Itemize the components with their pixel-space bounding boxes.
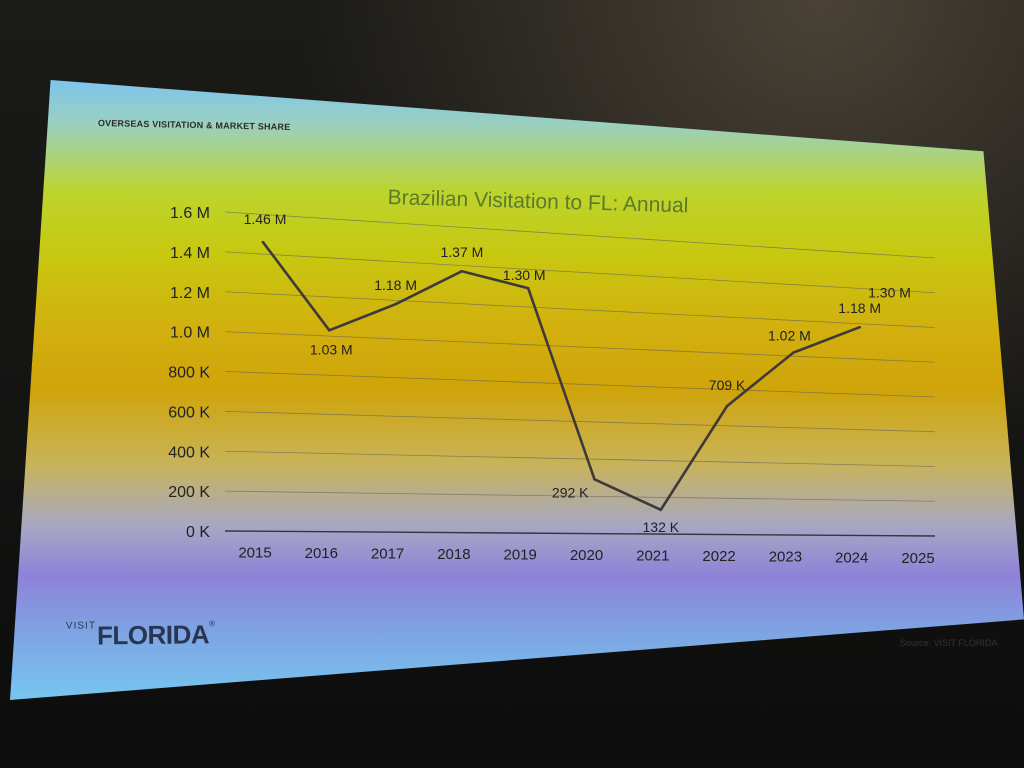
data-point xyxy=(792,351,795,354)
y-tick-label: 400 K xyxy=(168,444,210,461)
x-tick-label: 2015 xyxy=(238,544,271,561)
data-label: 1.18 M xyxy=(838,300,881,316)
y-tick-label: 200 K xyxy=(168,484,210,501)
x-axis-baseline xyxy=(224,530,936,537)
data-label: 132 K xyxy=(643,519,680,535)
source-note: Source: VISIT FLORIDA xyxy=(900,638,998,648)
data-label: 292 K xyxy=(552,484,589,500)
visit-florida-logo: VISITFLORIDA® xyxy=(66,619,215,652)
data-point xyxy=(261,240,265,244)
data-point xyxy=(394,302,397,306)
gridline xyxy=(224,410,936,433)
gridline xyxy=(224,291,936,328)
x-tick-label: 2023 xyxy=(769,549,802,566)
x-tick-label: 2019 xyxy=(504,546,537,563)
x-tick-label: 2022 xyxy=(702,548,735,565)
series-line xyxy=(261,240,861,512)
gridline xyxy=(224,251,936,294)
logo-visit-text: VISIT xyxy=(65,620,96,632)
y-tick-label: 0 K xyxy=(186,524,210,541)
logo-florida-text: FLORIDA xyxy=(96,619,210,651)
data-label: 1.18 M xyxy=(374,277,417,293)
x-tick-label: 2025 xyxy=(901,550,934,567)
y-tick-label: 1.2 M xyxy=(170,285,210,302)
x-tick-label: 2024 xyxy=(835,549,868,566)
data-labels: 1.46 M 1.03 M 1.18 M 1.37 M 1.30 M 292 K 132 K… xyxy=(244,211,911,535)
gridline xyxy=(224,450,936,467)
data-label: 1.03 M xyxy=(310,341,353,357)
projection-screen xyxy=(10,80,1024,700)
x-tick-label: 2021 xyxy=(636,548,669,565)
logo-registered-mark: ® xyxy=(208,619,215,629)
gridline xyxy=(224,211,936,259)
x-tick-label: 2018 xyxy=(437,546,470,563)
y-tick-label: 1.6 M xyxy=(170,205,210,222)
y-tick-label: 800 K xyxy=(168,365,210,382)
gridlines xyxy=(224,211,936,537)
data-point xyxy=(593,477,596,481)
data-point xyxy=(858,325,861,329)
gridline xyxy=(224,331,936,363)
data-label: 709 K xyxy=(709,377,746,393)
x-tick-label: 2017 xyxy=(371,545,404,562)
y-tick-label: 1.4 M xyxy=(170,245,210,262)
data-label: 1.30 M xyxy=(503,267,546,283)
data-point xyxy=(659,508,663,512)
gridline xyxy=(224,371,936,398)
data-point xyxy=(460,269,464,273)
data-label: 1.46 M xyxy=(244,211,287,227)
x-tick-label: 2016 xyxy=(305,545,338,562)
x-tick-label: 2020 xyxy=(570,547,603,564)
x-axis-ticks: 2015 2016 2017 2018 2019 2020 2021 2022 2023 2024… xyxy=(238,544,934,567)
y-axis-ticks: 0 K 200 K 400 K 600 K 800 K 1.0 M 1.2 M 1.4 M 1.… xyxy=(168,205,210,541)
y-tick-label: 600 K xyxy=(168,404,210,421)
data-point xyxy=(725,404,729,408)
data-label: 1.30 M xyxy=(868,285,911,301)
data-label: 1.37 M xyxy=(440,244,483,260)
data-point xyxy=(328,328,331,332)
line-path xyxy=(261,240,861,512)
data-point xyxy=(526,286,530,290)
y-tick-label: 1.0 M xyxy=(170,325,210,342)
gridline xyxy=(224,490,936,502)
data-label: 1.02 M xyxy=(768,328,811,344)
